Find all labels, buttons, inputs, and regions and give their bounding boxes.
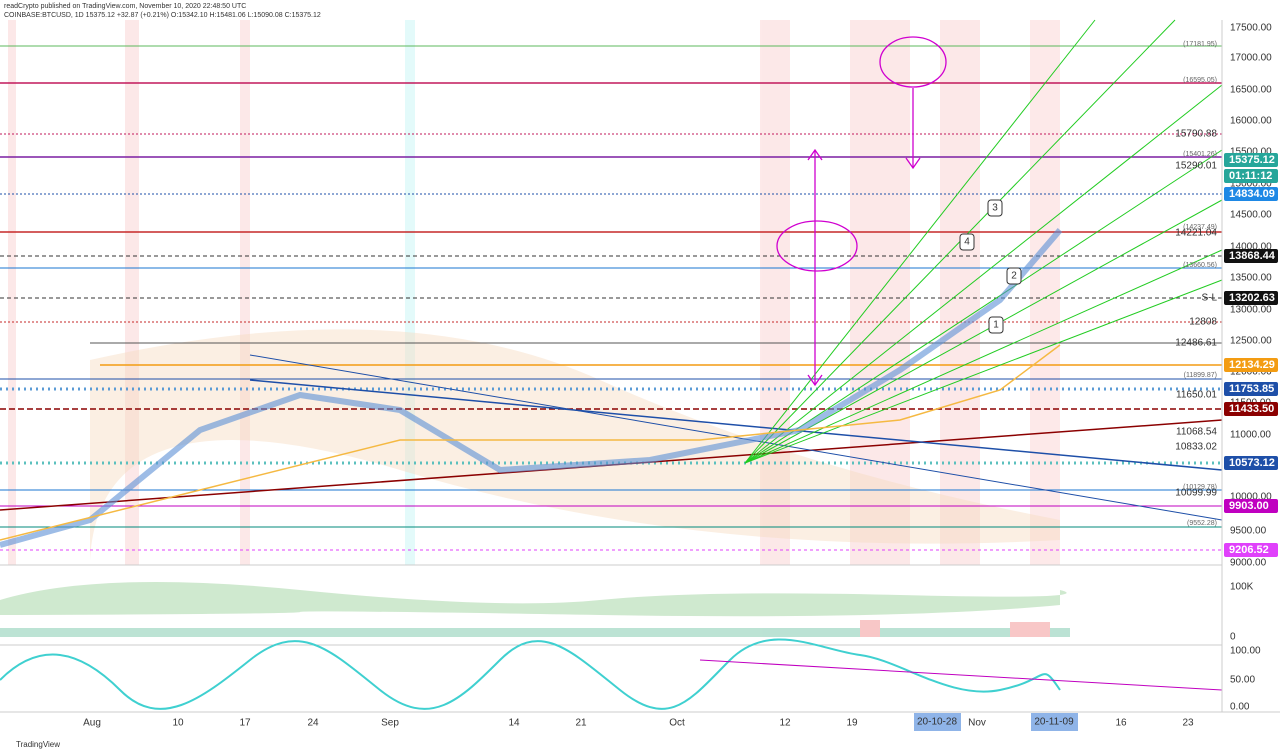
oscillator — [0, 638, 1061, 710]
time-tick-label: Sep — [381, 718, 399, 729]
annotations — [776, 36, 947, 387]
volume-tick-label: 0 — [1230, 632, 1236, 643]
price-label: 9903.00 — [1229, 500, 1269, 512]
time-tick-label: Oct — [669, 718, 685, 729]
time-highlight-label: 20-10-28 — [917, 717, 957, 728]
level-note: (9552.28) — [1187, 520, 1217, 527]
time-tick-label: 23 — [1182, 718, 1194, 729]
time-tick-label: 17 — [239, 718, 251, 729]
level-label: 12486.61 — [1175, 338, 1217, 349]
time-tick-label: Aug — [83, 718, 101, 729]
callout: 1 — [993, 320, 999, 331]
price-label: 15375.12 — [1229, 154, 1275, 166]
time-tick-label: 12 — [779, 718, 791, 729]
level-label: 14221.04 — [1175, 228, 1217, 239]
price-label: 9206.52 — [1229, 544, 1269, 556]
price-label: 14834.09 — [1229, 188, 1275, 200]
price-label: 13202.63 — [1229, 292, 1275, 304]
price-tick-label: 16500.00 — [1230, 85, 1272, 96]
time-tick-label: 10 — [172, 718, 184, 729]
time-tick-label: 14 — [508, 718, 520, 729]
oscillator-tick-label: 0.00 — [1230, 702, 1250, 713]
footer-brand: TradingView — [16, 740, 60, 749]
volume-bars — [0, 620, 1070, 637]
callout: 2 — [1011, 271, 1017, 282]
price-label-box — [1224, 499, 1278, 513]
gann-fan — [744, 19, 1223, 464]
time-highlight — [1031, 713, 1078, 731]
level-label: 10833.02 — [1175, 442, 1217, 453]
price-tick-label: 14000.00 — [1230, 242, 1272, 253]
trendline — [699, 659, 1223, 691]
price-tick-label: 17500.00 — [1230, 23, 1272, 34]
price-label: 13868.44 — [1229, 250, 1276, 262]
price-label-box — [1224, 358, 1278, 372]
price-label-box — [1224, 543, 1278, 557]
price-label-box — [1224, 456, 1278, 470]
price-label-box — [1224, 169, 1278, 183]
price-tick-label: 15000.00 — [1230, 179, 1272, 190]
header-title: readCrypto published on TradingView.com,… — [4, 3, 246, 10]
moving-average — [0, 228, 1063, 548]
price-label-box — [1224, 187, 1278, 201]
level-label: 12808 — [1189, 317, 1217, 328]
level-note: (11899.87) — [1184, 372, 1217, 379]
time-highlight-label: 20-11-09 — [1034, 717, 1074, 728]
price-label: 11753.85 — [1229, 383, 1274, 395]
time-tick-label: 19 — [846, 718, 858, 729]
time-tick-label: 24 — [307, 718, 319, 729]
oscillator-tick-label: 100.00 — [1230, 646, 1261, 657]
moving-average — [0, 344, 1061, 541]
price-label-box — [1224, 291, 1278, 305]
time-tick-label: Nov — [968, 718, 986, 729]
volume-band — [0, 582, 1067, 617]
level-note: (10129.78) — [1183, 484, 1217, 491]
price-label: 10573.12 — [1229, 457, 1275, 469]
level-label: 15290.01 — [1175, 161, 1217, 172]
level-note: (16595.05) — [1183, 77, 1217, 84]
time-highlight — [914, 713, 961, 731]
price-tick-label: 9500.00 — [1230, 526, 1267, 537]
level-note: (15401.26) — [1183, 151, 1217, 158]
time-tick-label: 16 — [1115, 718, 1127, 729]
time-tick-label: 21 — [575, 718, 587, 729]
price-tick-label: 16000.00 — [1230, 116, 1272, 127]
oscillator-tick-label: 50.00 — [1230, 675, 1255, 686]
price-tick-label: 13500.00 — [1230, 273, 1272, 284]
price-tick-label: 12000.00 — [1230, 367, 1272, 378]
price-tick-label: 12500.00 — [1230, 336, 1272, 347]
level-label: 11068.54 — [1176, 427, 1217, 438]
price-label: 01:11:12 — [1229, 170, 1272, 182]
price-label-box — [1224, 402, 1278, 416]
price-tick-label: 10000.00 — [1230, 492, 1272, 503]
price-label-box — [1224, 382, 1278, 396]
price-tick-label: 17000.00 — [1230, 53, 1272, 64]
price-tick-label: 13000.00 — [1230, 305, 1272, 316]
price-tick-label: 15500.00 — [1230, 147, 1272, 158]
level-note: (14237.49) — [1183, 224, 1217, 231]
level-label: 11650.01 — [1176, 390, 1217, 401]
callout: 4 — [964, 237, 970, 248]
volume-tick-label: 100K — [1230, 582, 1254, 593]
price-tick-label: 14500.00 — [1230, 210, 1272, 221]
level-note: (13660.56) — [1183, 262, 1217, 269]
callout: 3 — [992, 203, 998, 214]
price-label-box — [1224, 153, 1278, 167]
callouts — [959, 199, 1022, 334]
level-note: (17181.95) — [1183, 41, 1217, 48]
level-label: 15790.88 — [1175, 129, 1217, 140]
level-label: 10099.99 — [1175, 488, 1217, 499]
price-tick-label: 11000.00 — [1230, 430, 1271, 441]
price-label: 12134.29 — [1229, 359, 1275, 371]
header-symbol: COINBASE:BTCUSD, 1D 15375.12 +32.87 (+0.… — [4, 12, 321, 19]
price-label-box — [1224, 249, 1278, 263]
price-label: 11433.50 — [1229, 403, 1274, 415]
price-tick-label: 9000.00 — [1230, 558, 1267, 569]
level-label: S-L — [1201, 293, 1217, 304]
